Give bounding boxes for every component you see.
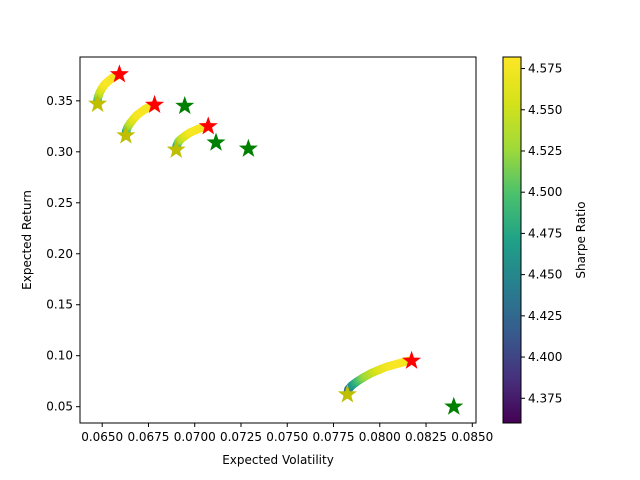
colorbar-label: Sharpe Ratio — [574, 201, 588, 278]
x-tick-label: 0.0775 — [313, 430, 355, 444]
colorbar-tick-label: 4.475 — [528, 226, 562, 240]
min-volatility-star-marker-4 — [337, 384, 357, 403]
colorbar-tick-label: 4.550 — [528, 103, 562, 117]
y-axis: 0.05 0.10 0.15 0.20 0.25 0.30 0.35 — [46, 94, 80, 414]
x-axis-label: Expected Volatility — [222, 453, 334, 467]
y-tick-label: 0.30 — [46, 145, 73, 159]
y-tick-label: 0.35 — [46, 94, 73, 108]
y-tick-label: 0.05 — [46, 400, 73, 414]
colorbar-tick-label: 4.575 — [528, 62, 562, 76]
max-sharpe-star-marker-4 — [402, 350, 422, 369]
portfolio-star-marker-2 — [206, 132, 226, 151]
colorbar-tick-label: 4.375 — [528, 391, 562, 405]
x-tick-label: 0.0750 — [266, 430, 308, 444]
min-volatility-star-marker-3 — [166, 139, 186, 158]
portfolio-star-marker-3 — [238, 138, 258, 157]
min-volatility-star-marker-2 — [116, 125, 136, 144]
max-sharpe-star-marker-1 — [109, 64, 129, 83]
y-tick-label: 0.20 — [46, 247, 73, 261]
y-tick-label: 0.15 — [46, 298, 73, 312]
colorbar — [503, 57, 521, 423]
min-volatility-star-marker-1 — [88, 93, 108, 112]
y-tick-label: 0.25 — [46, 196, 73, 210]
y-axis-label: Expected Return — [20, 190, 34, 290]
colorbar-tick-label: 4.525 — [528, 144, 562, 158]
x-axis: 0.0650 0.0675 0.0700 0.0725 0.0750 0.0775 0.08… — [81, 423, 493, 444]
portfolio-star-marker-4 — [444, 396, 464, 415]
colorbar-tick-label: 4.450 — [528, 268, 562, 282]
x-tick-label: 0.0650 — [81, 430, 123, 444]
x-tick-label: 0.0725 — [220, 430, 262, 444]
y-tick-label: 0.10 — [46, 349, 73, 363]
x-tick-label: 0.0825 — [405, 430, 447, 444]
x-tick-label: 0.0675 — [127, 430, 169, 444]
x-tick-label: 0.0800 — [359, 430, 401, 444]
portfolio-star-marker-1 — [175, 95, 195, 115]
colorbar-tick-label: 4.400 — [528, 350, 562, 364]
max-sharpe-star-marker-2 — [145, 94, 165, 114]
x-tick-label: 0.0850 — [451, 430, 493, 444]
plot-frame — [79, 56, 477, 424]
marks-layer — [88, 64, 464, 415]
colorbar-axis: 4.375 4.400 4.425 4.450 4.475 4.500 4.525 4.550… — [521, 62, 562, 405]
max-sharpe-star-marker-3 — [198, 116, 218, 135]
colorbar-frame — [502, 56, 522, 424]
x-tick-label: 0.0700 — [174, 430, 216, 444]
colorbar-tick-label: 4.425 — [528, 309, 562, 323]
colorbar-tick-label: 4.500 — [528, 185, 562, 199]
